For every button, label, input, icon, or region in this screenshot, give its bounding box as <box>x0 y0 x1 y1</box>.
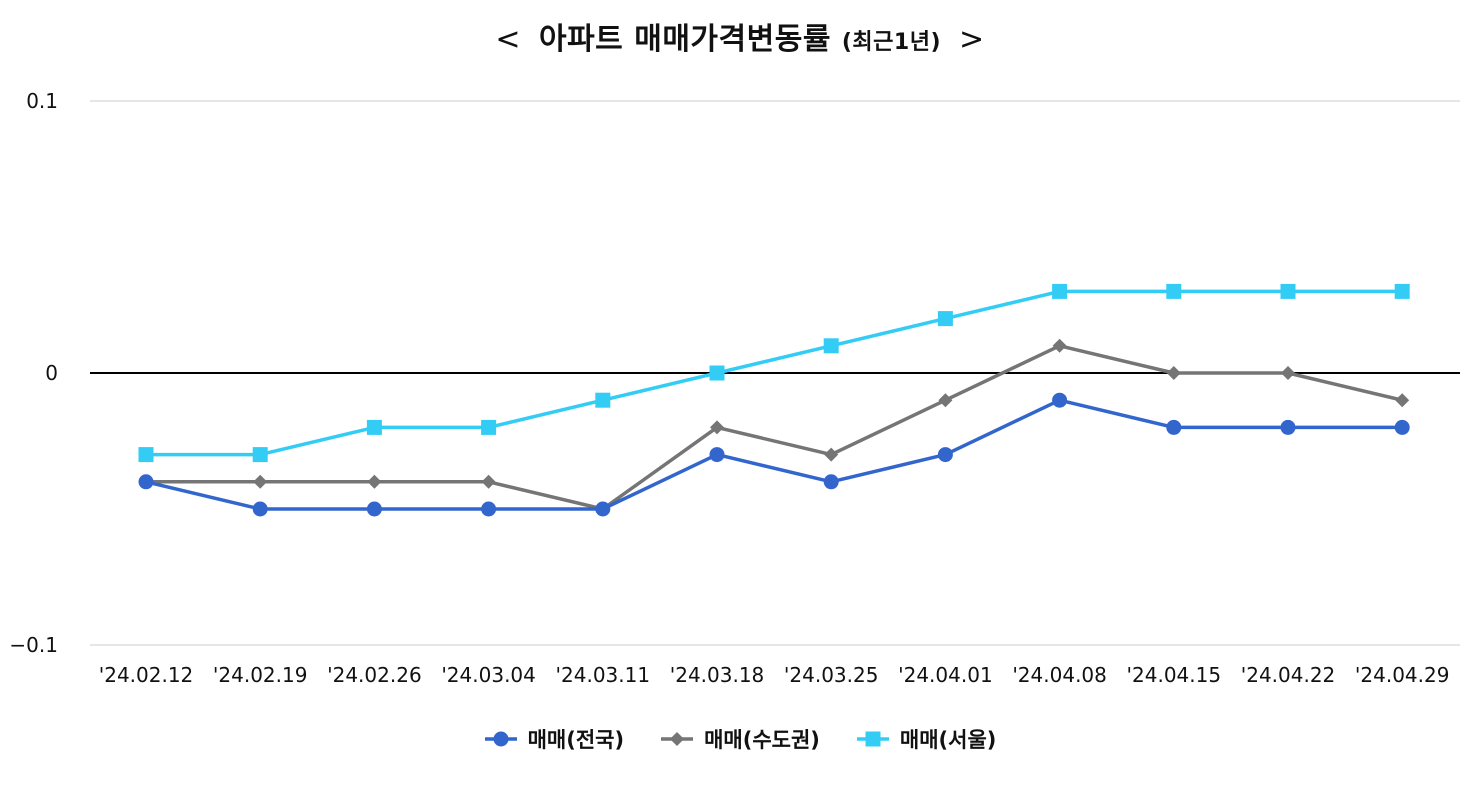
legend-marker <box>865 731 881 747</box>
data-point <box>1166 419 1182 435</box>
x-tick-label: '24.02.19 <box>213 663 308 687</box>
data-point <box>938 393 953 408</box>
data-point <box>595 392 611 408</box>
legend-item[interactable]: 매매(수도권) <box>660 724 820 754</box>
data-point <box>1280 283 1296 299</box>
legend-label: 매매(수도권) <box>704 728 820 752</box>
legend-swatch-icon <box>661 732 694 746</box>
x-tick-label: '24.02.26 <box>327 663 422 687</box>
data-point <box>937 311 953 327</box>
legend-label: 매매(서울) <box>899 728 997 752</box>
legend-item[interactable]: 매매(서울) <box>856 724 996 754</box>
data-point <box>138 474 154 490</box>
data-point <box>823 338 839 354</box>
next-arrow[interactable]: > <box>959 22 985 57</box>
series-line <box>145 398 1403 511</box>
data-point <box>1052 283 1068 299</box>
y-tick-label: 0.1 <box>26 89 58 113</box>
data-point <box>367 474 382 489</box>
x-tick-label: '24.04.29 <box>1355 663 1450 687</box>
data-point <box>1394 283 1410 299</box>
x-tick-label: '24.04.22 <box>1241 663 1336 687</box>
data-point <box>1052 392 1068 408</box>
data-point <box>1166 366 1181 380</box>
x-tick-label: '24.04.15 <box>1127 663 1222 687</box>
x-tick-label: '24.03.04 <box>441 663 536 687</box>
legend-marker <box>493 731 509 747</box>
y-tick-label: 0 <box>45 361 58 385</box>
data-point <box>481 419 497 435</box>
data-point <box>937 447 953 463</box>
data-point <box>252 447 268 463</box>
data-point <box>709 447 725 463</box>
x-tick-label: '24.04.01 <box>898 663 993 687</box>
legend-swatch-icon <box>856 731 889 747</box>
data-point <box>481 501 497 517</box>
data-point <box>1281 366 1295 380</box>
chart-title-sub: (최근1년) <box>841 30 942 55</box>
data-point <box>824 447 839 462</box>
prev-arrow[interactable]: < <box>495 22 521 57</box>
legend-label: 매매(전국) <box>527 728 625 752</box>
data-point <box>1052 338 1067 353</box>
legend-item[interactable]: 매매(전국) <box>484 724 624 754</box>
y-tick-label: −0.1 <box>9 633 58 657</box>
data-point <box>1395 393 1410 408</box>
data-point <box>1166 283 1182 299</box>
chart-title: < 아파트 매매가격변동률 (최근1년) > <box>0 14 1480 58</box>
data-point <box>823 474 839 490</box>
data-point <box>595 501 611 517</box>
data-point <box>1280 419 1296 435</box>
legend-swatch-icon <box>484 731 517 747</box>
data-point <box>138 447 154 463</box>
data-point <box>252 501 268 517</box>
data-point <box>366 501 382 517</box>
x-tick-label: '24.04.08 <box>1012 663 1107 687</box>
series-line <box>146 289 1403 457</box>
legend-marker <box>670 732 685 746</box>
data-point <box>1394 419 1410 435</box>
data-point <box>710 420 724 435</box>
x-tick-label: '24.03.18 <box>670 663 765 687</box>
x-tick-label: '24.02.12 <box>99 663 194 687</box>
x-tick-label: '24.03.25 <box>784 663 879 687</box>
x-tick-label: '24.03.11 <box>556 663 651 687</box>
chart-legend: 매매(전국) 매매(수도권) 매매(서울) <box>0 724 1480 754</box>
data-point <box>709 365 725 381</box>
chart-title-main: 아파트 매매가격변동률 <box>538 22 831 57</box>
series-line <box>146 344 1403 511</box>
data-point <box>366 419 382 435</box>
data-point <box>481 474 496 489</box>
data-point <box>253 474 268 489</box>
